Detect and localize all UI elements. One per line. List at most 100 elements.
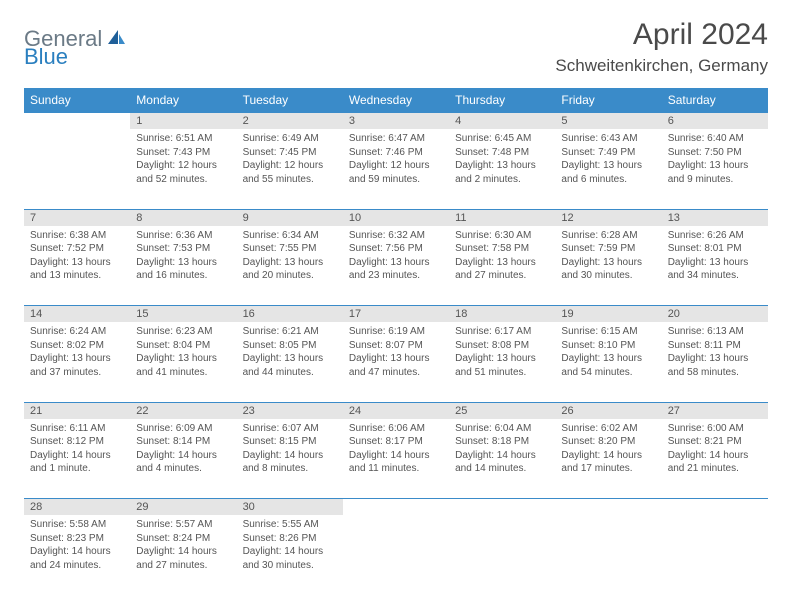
daylight: Daylight: 13 hours and 37 minutes. — [30, 352, 124, 379]
daylight: Daylight: 13 hours and 44 minutes. — [243, 352, 337, 379]
sunset: Sunset: 7:43 PM — [136, 146, 230, 160]
day-number: 4 — [449, 113, 555, 130]
empty-daynum — [343, 499, 449, 516]
day-content: Sunrise: 6:23 AMSunset: 8:04 PMDaylight:… — [130, 322, 236, 402]
day-content: Sunrise: 6:09 AMSunset: 8:14 PMDaylight:… — [130, 419, 236, 499]
sunrise: Sunrise: 6:32 AM — [349, 229, 443, 243]
day-header: Wednesday — [343, 88, 449, 113]
sunset: Sunset: 8:04 PM — [136, 339, 230, 353]
day-number: 23 — [237, 402, 343, 419]
daylight: Daylight: 13 hours and 16 minutes. — [136, 256, 230, 283]
empty-daynum — [449, 499, 555, 516]
logo-text-blue: Blue — [24, 44, 68, 70]
sunset: Sunset: 7:48 PM — [455, 146, 549, 160]
day-number: 15 — [130, 306, 236, 323]
day-content: Sunrise: 6:47 AMSunset: 7:46 PMDaylight:… — [343, 129, 449, 209]
sunrise: Sunrise: 6:38 AM — [30, 229, 124, 243]
daynum-row: 78910111213 — [24, 209, 768, 226]
day-number: 24 — [343, 402, 449, 419]
logo-line2: Blue — [24, 36, 68, 70]
day-number: 21 — [24, 402, 130, 419]
daylight: Daylight: 13 hours and 54 minutes. — [561, 352, 655, 379]
day-content: Sunrise: 6:11 AMSunset: 8:12 PMDaylight:… — [24, 419, 130, 499]
daylight: Daylight: 13 hours and 9 minutes. — [668, 159, 762, 186]
empty-cell — [24, 129, 130, 209]
daynum-row: 21222324252627 — [24, 402, 768, 419]
empty-daynum — [555, 499, 661, 516]
content-row: Sunrise: 6:38 AMSunset: 7:52 PMDaylight:… — [24, 226, 768, 306]
location: Schweitenkirchen, Germany — [555, 56, 768, 76]
empty-daynum — [24, 113, 130, 130]
day-content: Sunrise: 6:13 AMSunset: 8:11 PMDaylight:… — [662, 322, 768, 402]
day-header: Friday — [555, 88, 661, 113]
day-number: 26 — [555, 402, 661, 419]
daylight: Daylight: 13 hours and 58 minutes. — [668, 352, 762, 379]
day-content: Sunrise: 6:30 AMSunset: 7:58 PMDaylight:… — [449, 226, 555, 306]
empty-cell — [343, 515, 449, 595]
day-content: Sunrise: 6:15 AMSunset: 8:10 PMDaylight:… — [555, 322, 661, 402]
daylight: Daylight: 14 hours and 30 minutes. — [243, 545, 337, 572]
empty-daynum — [662, 499, 768, 516]
calendar-table: SundayMondayTuesdayWednesdayThursdayFrid… — [24, 88, 768, 595]
month-title: April 2024 — [555, 18, 768, 52]
sunrise: Sunrise: 6:00 AM — [668, 422, 762, 436]
sunrise: Sunrise: 6:04 AM — [455, 422, 549, 436]
sunset: Sunset: 8:20 PM — [561, 435, 655, 449]
sunset: Sunset: 8:21 PM — [668, 435, 762, 449]
day-number: 28 — [24, 499, 130, 516]
sunset: Sunset: 7:52 PM — [30, 242, 124, 256]
day-content: Sunrise: 6:40 AMSunset: 7:50 PMDaylight:… — [662, 129, 768, 209]
sunrise: Sunrise: 6:30 AM — [455, 229, 549, 243]
day-number: 6 — [662, 113, 768, 130]
sunset: Sunset: 8:02 PM — [30, 339, 124, 353]
title-block: April 2024 Schweitenkirchen, Germany — [555, 18, 768, 76]
daylight: Daylight: 14 hours and 24 minutes. — [30, 545, 124, 572]
day-number: 8 — [130, 209, 236, 226]
sunset: Sunset: 7:53 PM — [136, 242, 230, 256]
daylight: Daylight: 13 hours and 13 minutes. — [30, 256, 124, 283]
daylight: Daylight: 14 hours and 17 minutes. — [561, 449, 655, 476]
sunrise: Sunrise: 6:09 AM — [136, 422, 230, 436]
sunrise: Sunrise: 5:55 AM — [243, 518, 337, 532]
sunrise: Sunrise: 6:49 AM — [243, 132, 337, 146]
sunset: Sunset: 7:46 PM — [349, 146, 443, 160]
sunrise: Sunrise: 5:57 AM — [136, 518, 230, 532]
sunset: Sunset: 7:45 PM — [243, 146, 337, 160]
sunset: Sunset: 8:18 PM — [455, 435, 549, 449]
sunset: Sunset: 8:15 PM — [243, 435, 337, 449]
calendar-page: General April 2024 Schweitenkirchen, Ger… — [0, 0, 792, 613]
daylight: Daylight: 12 hours and 52 minutes. — [136, 159, 230, 186]
day-content: Sunrise: 6:07 AMSunset: 8:15 PMDaylight:… — [237, 419, 343, 499]
day-header-row: SundayMondayTuesdayWednesdayThursdayFrid… — [24, 88, 768, 113]
sunset: Sunset: 8:17 PM — [349, 435, 443, 449]
day-content: Sunrise: 6:32 AMSunset: 7:56 PMDaylight:… — [343, 226, 449, 306]
day-content: Sunrise: 6:06 AMSunset: 8:17 PMDaylight:… — [343, 419, 449, 499]
day-content: Sunrise: 6:28 AMSunset: 7:59 PMDaylight:… — [555, 226, 661, 306]
sunset: Sunset: 8:01 PM — [668, 242, 762, 256]
day-content: Sunrise: 6:43 AMSunset: 7:49 PMDaylight:… — [555, 129, 661, 209]
sunrise: Sunrise: 6:07 AM — [243, 422, 337, 436]
daylight: Daylight: 14 hours and 14 minutes. — [455, 449, 549, 476]
day-header: Sunday — [24, 88, 130, 113]
header: General April 2024 Schweitenkirchen, Ger… — [24, 18, 768, 76]
day-content: Sunrise: 6:36 AMSunset: 7:53 PMDaylight:… — [130, 226, 236, 306]
day-number: 16 — [237, 306, 343, 323]
daylight: Daylight: 14 hours and 8 minutes. — [243, 449, 337, 476]
sunrise: Sunrise: 6:13 AM — [668, 325, 762, 339]
sunrise: Sunrise: 6:21 AM — [243, 325, 337, 339]
daylight: Daylight: 13 hours and 41 minutes. — [136, 352, 230, 379]
day-number: 3 — [343, 113, 449, 130]
day-number: 2 — [237, 113, 343, 130]
sunset: Sunset: 7:59 PM — [561, 242, 655, 256]
sunset: Sunset: 8:08 PM — [455, 339, 549, 353]
day-content: Sunrise: 6:45 AMSunset: 7:48 PMDaylight:… — [449, 129, 555, 209]
sunset: Sunset: 8:10 PM — [561, 339, 655, 353]
sunrise: Sunrise: 6:23 AM — [136, 325, 230, 339]
day-content: Sunrise: 5:57 AMSunset: 8:24 PMDaylight:… — [130, 515, 236, 595]
daylight: Daylight: 12 hours and 55 minutes. — [243, 159, 337, 186]
sunrise: Sunrise: 6:11 AM — [30, 422, 124, 436]
sunset: Sunset: 7:50 PM — [668, 146, 762, 160]
daynum-row: 282930 — [24, 499, 768, 516]
sunset: Sunset: 8:05 PM — [243, 339, 337, 353]
sunrise: Sunrise: 6:43 AM — [561, 132, 655, 146]
